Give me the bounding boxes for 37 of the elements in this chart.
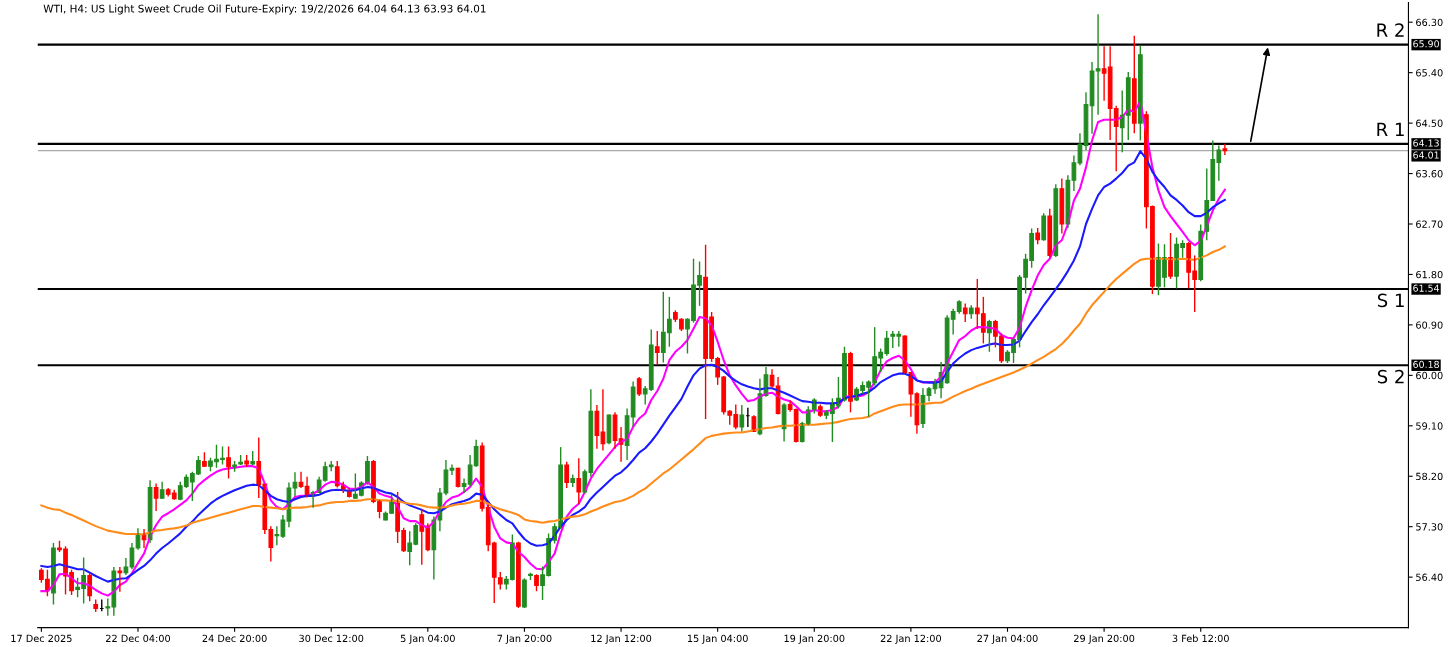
x-tick-label: 15 Jan 04:00 <box>687 634 748 644</box>
x-tick-label: 17 Dec 2025 <box>11 634 72 643</box>
x-tick-label: 27 Jan 04:00 <box>977 634 1038 644</box>
ref-line-label: R 1 <box>1377 122 1404 136</box>
x-tick-label: 22 Jan 12:00 <box>880 634 942 644</box>
text: 65.90 <box>1413 40 1439 48</box>
ref-line-label: S 2 <box>1377 369 1404 384</box>
y-tick-label: 59.10 <box>1416 422 1443 430</box>
candlestick <box>654 330 660 366</box>
y-tick-label: 61.80 <box>1416 270 1443 279</box>
y-tick-label: 62.70 <box>1416 220 1443 228</box>
y-tick-label: 64.50 <box>1416 119 1443 127</box>
text: 64.01 <box>1413 151 1439 159</box>
y-tick-label: 57.30 <box>1416 523 1443 531</box>
text: 61.54 <box>1413 284 1440 292</box>
x-tick-label: 7 Jan 20:00 <box>497 634 552 644</box>
x-tick-label: 22 Dec 04:00 <box>106 634 171 643</box>
y-tick-label: 60.90 <box>1416 321 1443 329</box>
x-tick-label: 12 Jan 12:00 <box>591 634 652 644</box>
y-tick-label: 56.40 <box>1416 573 1443 581</box>
chart-title: WTI, H4: US Light Sweet Crude Oil Future-Expiry: 19/2/2026 64.04 64.13 63.93 64.01 <box>43 4 486 15</box>
y-tick-label: 63.60 <box>1416 170 1443 178</box>
candlestick <box>962 302 968 323</box>
ref-line-label: S 1 <box>1377 293 1404 308</box>
text: 60.18 <box>1413 360 1439 368</box>
x-tick-label: 24 Dec 20:00 <box>202 634 267 643</box>
y-tick-label: 66.30 <box>1416 18 1443 27</box>
ref-line-label: R 2 <box>1377 23 1404 37</box>
y-tick-label: 60.00 <box>1416 371 1443 380</box>
y-tick-label: 65.40 <box>1416 69 1443 77</box>
x-tick-label: 19 Jan 20:00 <box>784 634 845 644</box>
x-tick-label: 30 Dec 12:00 <box>299 634 364 643</box>
text: 64.13 <box>1413 139 1439 147</box>
x-tick-label: 29 Jan 20:00 <box>1074 634 1135 644</box>
y-tick-label: 58.20 <box>1416 472 1443 481</box>
x-tick-label: 5 Jan 04:00 <box>400 634 455 644</box>
x-tick-label: 3 Feb 12:00 <box>1172 634 1229 643</box>
